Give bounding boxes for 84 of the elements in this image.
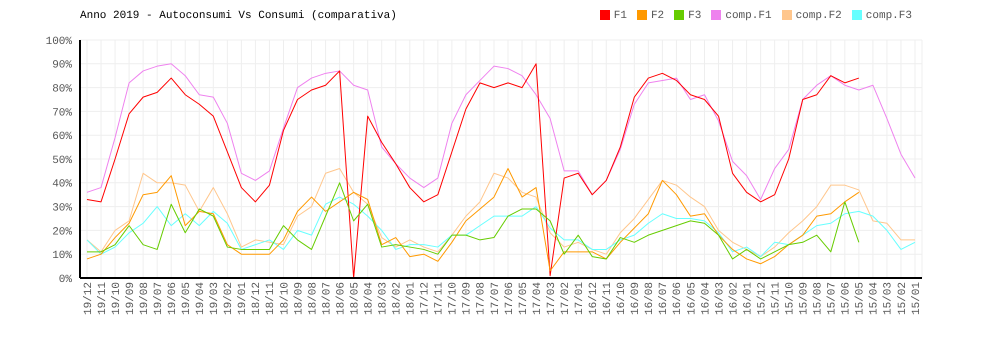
x-tick-label: 16/06 — [672, 282, 684, 316]
line-series — [86, 63, 916, 200]
x-tick-label: 15/11 — [770, 282, 782, 316]
x-tick-label: 19/06 — [167, 282, 180, 316]
legend-label: comp.F2 — [796, 10, 842, 22]
x-tick-label: 19/07 — [152, 282, 165, 316]
x-tick-label: 15/01 — [910, 282, 923, 316]
x-tick-label: 17/03 — [546, 282, 558, 316]
x-tick-label: 18/05 — [349, 282, 362, 316]
x-tick-label: 17/12 — [420, 282, 432, 316]
x-tick-label: 18/09 — [293, 282, 306, 316]
y-tick-label: 70% — [52, 107, 72, 120]
x-tick-label: 17/04 — [532, 282, 544, 316]
x-tick-label: 19/02 — [223, 282, 236, 316]
x-tick-label: 15/09 — [798, 282, 811, 316]
x-tick-label: 17/06 — [504, 282, 516, 316]
x-tick-label: 18/06 — [335, 282, 348, 316]
line-series — [86, 196, 916, 258]
chart-title: Anno 2019 - Autoconsumi Vs Consumi (comparativa) — [80, 10, 397, 22]
line-series — [86, 168, 916, 258]
x-tick-label: 17/02 — [560, 282, 572, 316]
legend-label: F3 — [688, 10, 702, 22]
x-tick-label: 19/11 — [96, 282, 109, 316]
x-tick-label: 18/08 — [307, 282, 320, 316]
x-tick-label: 15/02 — [896, 282, 909, 316]
legend-label: F1 — [614, 10, 627, 22]
x-tick-label: 16/09 — [630, 282, 642, 316]
x-tick-label: 18/10 — [279, 282, 292, 316]
x-tick-label: 18/07 — [321, 282, 334, 316]
y-tick-label: 80% — [52, 84, 72, 96]
x-tick-label: 15/07 — [826, 282, 839, 316]
x-tick-label: 16/05 — [686, 282, 698, 316]
x-tick-label: 16/08 — [644, 282, 656, 316]
y-tick-label: 40% — [52, 178, 72, 191]
x-tick-label: 16/10 — [616, 282, 628, 316]
y-tick-label: 0% — [58, 274, 72, 286]
x-tick-label: 16/07 — [658, 282, 670, 316]
line-series — [86, 63, 860, 278]
legend-label: comp.F3 — [866, 10, 912, 22]
x-tick-label: 15/08 — [812, 282, 825, 316]
x-tick-label: 17/01 — [574, 282, 586, 316]
x-tick-label: 16/12 — [588, 282, 600, 316]
x-tick-label: 15/05 — [854, 282, 867, 316]
x-tick-label: 16/11 — [602, 282, 614, 316]
x-tick-label: 17/05 — [518, 282, 530, 316]
x-tick-label: 19/03 — [209, 282, 222, 316]
y-tick-label: 90% — [52, 60, 72, 72]
x-tick-label: 17/09 — [462, 282, 474, 316]
x-tick-label: 18/03 — [378, 282, 390, 316]
line-series — [86, 168, 860, 272]
y-tick-label: 20% — [52, 226, 72, 238]
x-tick-label: 19/12 — [82, 282, 95, 316]
x-tick-label: 15/12 — [756, 282, 768, 316]
x-tick-label: 19/04 — [195, 282, 208, 316]
x-tick-label: 16/02 — [728, 282, 740, 316]
x-tick-label: 15/06 — [840, 282, 853, 316]
x-tick-label: 17/10 — [448, 282, 460, 316]
x-tick-label: 17/11 — [434, 282, 446, 316]
legend-label: comp.F1 — [725, 10, 772, 22]
x-tick-label: 15/03 — [882, 282, 895, 316]
x-tick-label: 18/02 — [392, 282, 404, 316]
x-tick-label: 19/05 — [181, 282, 194, 316]
x-tick-label: 15/10 — [784, 282, 797, 316]
y-tick-label: 30% — [52, 202, 72, 215]
line-series — [86, 182, 860, 260]
x-tick-label: 17/08 — [476, 282, 488, 316]
x-tick-label: 19/09 — [124, 282, 137, 316]
x-tick-label: 19/10 — [110, 282, 123, 316]
x-tick-label: 18/11 — [265, 282, 278, 316]
y-tick-label: 100% — [46, 36, 72, 48]
x-tick-label: 16/01 — [742, 282, 754, 316]
y-tick-label: 60% — [52, 131, 72, 144]
x-tick-label: 16/03 — [714, 282, 726, 316]
x-tick-label: 16/04 — [700, 282, 712, 316]
x-tick-label: 17/07 — [490, 282, 502, 316]
legend-label: F2 — [650, 10, 664, 22]
x-tick-label: 19/01 — [237, 282, 250, 316]
x-tick-label: 19/08 — [138, 282, 151, 316]
x-tick-label: 18/12 — [251, 282, 264, 316]
y-tick-label: 50% — [52, 154, 72, 167]
y-tick-label: 10% — [52, 250, 72, 262]
x-tick-label: 18/01 — [406, 282, 418, 316]
x-tick-label: 18/04 — [363, 282, 376, 316]
x-tick-label: 15/04 — [868, 282, 881, 316]
